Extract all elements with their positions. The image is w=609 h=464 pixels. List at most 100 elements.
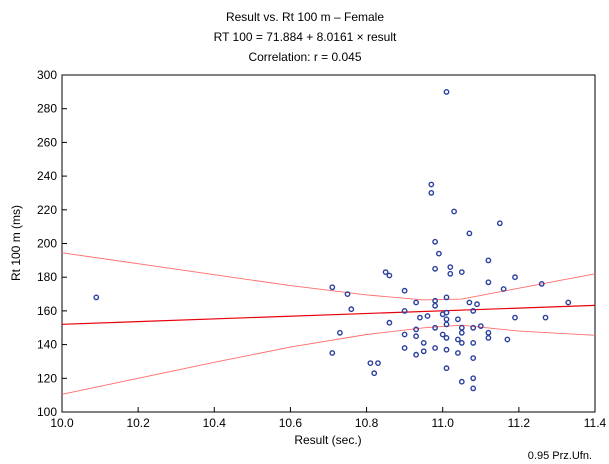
data-point	[375, 360, 381, 366]
data-point	[401, 307, 408, 314]
data-point	[401, 287, 408, 294]
data-point	[485, 257, 492, 264]
data-point	[413, 333, 419, 340]
data-point	[344, 291, 351, 297]
data-point	[454, 336, 461, 343]
data-point	[432, 302, 438, 309]
data-point	[367, 360, 374, 366]
data-point	[443, 346, 450, 353]
y-tick-label: 120	[37, 371, 57, 385]
data-point	[424, 313, 431, 319]
data-point	[386, 272, 393, 279]
chart-subtitle: RT 100 = 71.884 + 8.0161 × result	[214, 30, 397, 44]
data-point	[432, 238, 438, 245]
regression-line-group	[61, 304, 596, 325]
confidence-note: 0.95 Prz.Ufn.	[528, 450, 592, 462]
data-point	[504, 336, 511, 343]
x-tick-label: 11.4	[584, 416, 607, 430]
data-point	[474, 301, 480, 308]
data-point	[329, 284, 336, 291]
data-point	[565, 299, 572, 306]
data-point	[512, 314, 518, 321]
data-point	[93, 294, 100, 301]
data-point	[428, 181, 435, 188]
data-point	[538, 280, 545, 287]
data-point	[329, 350, 336, 356]
data-point	[432, 265, 438, 272]
data-point	[435, 250, 442, 257]
data-point	[477, 323, 484, 329]
data-point	[439, 331, 446, 338]
data-point	[542, 314, 549, 321]
data-point	[443, 365, 450, 372]
y-tick-label: 260	[37, 135, 57, 149]
data-point	[470, 375, 477, 382]
x-tick-label: 11.2	[508, 416, 531, 430]
data-point	[432, 324, 438, 331]
data-point	[336, 329, 343, 336]
y-tick-label: 300	[37, 68, 57, 82]
data-point	[485, 279, 492, 286]
y-tick-label: 180	[37, 270, 57, 284]
chart-title: Result vs. Rt 100 m – Female	[226, 10, 384, 24]
data-point	[458, 378, 465, 385]
data-point	[470, 339, 477, 346]
y-tick-label: 280	[37, 102, 57, 116]
data-point	[496, 220, 503, 227]
data-point	[428, 189, 435, 196]
data-point	[458, 269, 465, 275]
data-point	[401, 345, 408, 351]
data-point	[413, 326, 419, 333]
regression-line	[61, 304, 596, 325]
data-point	[420, 348, 427, 355]
data-point	[401, 331, 408, 338]
data-point	[420, 339, 427, 346]
data-point	[432, 345, 438, 351]
data-point	[458, 329, 465, 336]
data-point	[416, 314, 423, 321]
data-point	[443, 316, 450, 323]
data-point	[413, 299, 419, 306]
data-point	[470, 307, 477, 314]
data-point	[512, 274, 518, 281]
data-point	[470, 355, 477, 361]
x-tick-label: 10.2	[126, 416, 150, 430]
y-tick-label: 140	[37, 338, 57, 352]
y-tick-label: 160	[37, 304, 57, 318]
data-point	[485, 334, 492, 341]
x-axis-ticks: 10.0 10.2 10.4 10.6 10.8 11.0 11.2 11.4	[50, 407, 607, 430]
data-point	[443, 321, 450, 328]
data-point	[371, 370, 378, 377]
x-tick-label: 11.0	[431, 416, 454, 430]
confidence-band-upper	[61, 252, 596, 301]
plot-area	[61, 74, 596, 413]
y-axis-ticks: 100 120 140 160 180 200 220 240 260 280 300	[37, 68, 67, 419]
y-tick-label: 200	[37, 237, 57, 251]
y-tick-label: 220	[37, 203, 57, 217]
y-axis-label: Rt 100 m (ms)	[9, 205, 23, 281]
data-point	[447, 270, 454, 277]
x-tick-label: 10.6	[279, 416, 303, 430]
data-point	[454, 350, 461, 356]
data-point	[447, 264, 454, 270]
data-points	[93, 89, 572, 392]
data-point	[382, 269, 389, 275]
data-point	[500, 286, 507, 292]
data-point	[470, 324, 477, 331]
y-tick-label: 100	[37, 405, 57, 419]
data-point	[470, 385, 477, 392]
data-point	[466, 299, 473, 306]
x-tick-label: 10.8	[355, 416, 379, 430]
data-point	[443, 294, 450, 301]
x-tick-label: 10.4	[203, 416, 227, 430]
data-point	[466, 230, 473, 237]
data-point	[454, 316, 461, 323]
data-point	[443, 334, 450, 341]
correlation-label: Correlation: r = 0.045	[248, 50, 361, 64]
data-point	[451, 208, 457, 215]
confidence-band-lower	[61, 324, 596, 395]
x-tick-label: 10.0	[50, 416, 74, 430]
data-point	[348, 306, 355, 313]
x-axis-label: Result (sec.)	[294, 433, 361, 447]
